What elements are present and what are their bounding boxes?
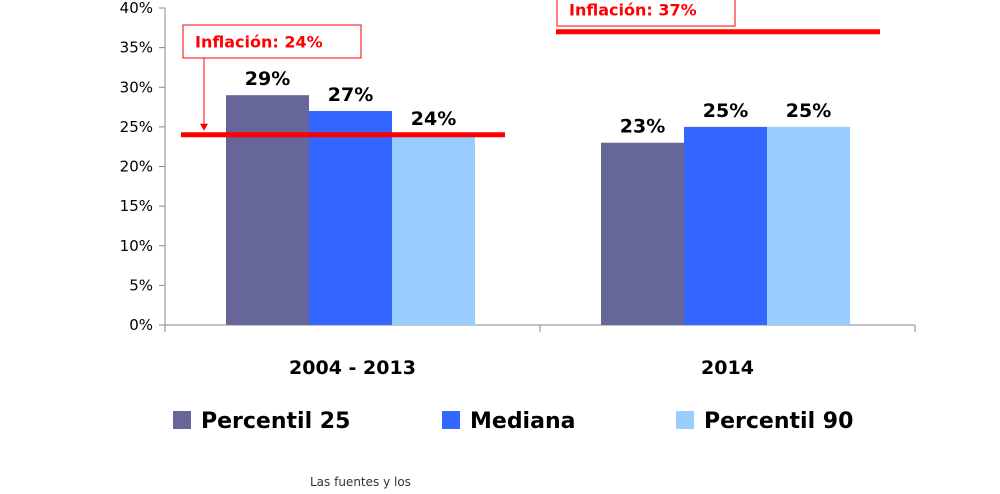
bar bbox=[309, 111, 392, 326]
bars: 29% 27% 24% 23% 25% 25% bbox=[226, 68, 850, 326]
y-tick-label: 40% bbox=[120, 0, 153, 17]
legend-swatch bbox=[676, 411, 694, 429]
inflation-label-box bbox=[182, 24, 362, 59]
data-label: 29% bbox=[245, 68, 290, 90]
inflation-label: Inflación: 37% bbox=[569, 1, 697, 20]
legend-swatch bbox=[173, 411, 191, 429]
y-tick-label: 0% bbox=[129, 316, 153, 334]
bar bbox=[767, 126, 850, 325]
inflation-label-box bbox=[556, 0, 736, 27]
inflation-lines: Inflación: 24% Inflación: 37% bbox=[181, 0, 880, 138]
category-label: 2014 bbox=[701, 357, 754, 379]
data-label: 25% bbox=[786, 100, 831, 122]
bar bbox=[392, 134, 475, 325]
footer-note: Las fuentes y los bbox=[310, 475, 411, 489]
bar bbox=[601, 142, 684, 325]
y-tick-label: 30% bbox=[120, 78, 153, 96]
legend-label: Mediana bbox=[470, 409, 575, 434]
data-label: 27% bbox=[328, 84, 373, 106]
y-tick-label: 15% bbox=[120, 197, 153, 215]
category-labels: 2004 - 2013 2014 bbox=[289, 357, 754, 379]
inflation-label: Inflación: 24% bbox=[195, 33, 323, 52]
legend-label: Percentil 90 bbox=[704, 409, 853, 434]
data-label: 25% bbox=[703, 100, 748, 122]
bar bbox=[226, 95, 309, 325]
legend-label: Percentil 25 bbox=[201, 409, 350, 434]
bar bbox=[684, 126, 767, 325]
legend: Percentil 25 Mediana Percentil 90 bbox=[173, 409, 853, 434]
y-tick-label: 20% bbox=[120, 158, 153, 176]
arrow-head-icon bbox=[200, 123, 208, 131]
legend-swatch bbox=[442, 411, 460, 429]
data-label: 24% bbox=[411, 108, 456, 130]
data-label: 23% bbox=[620, 116, 665, 138]
y-tick-label: 25% bbox=[120, 118, 153, 136]
y-tick-label: 35% bbox=[120, 39, 153, 57]
category-label: 2004 - 2013 bbox=[289, 357, 416, 379]
y-tick-label: 10% bbox=[120, 237, 153, 255]
y-tick-label: 5% bbox=[129, 276, 153, 294]
y-ticks: 0% 5% 10% 15% 20% 25% 30% 35% 40% bbox=[120, 0, 916, 334]
